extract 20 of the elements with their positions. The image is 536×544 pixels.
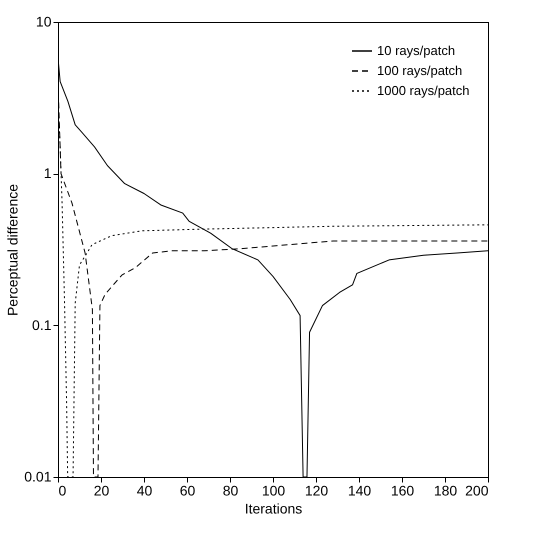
legend-label: 10 rays/patch [377, 43, 456, 58]
x-tick-label: 200 [465, 482, 489, 498]
x-tick-label: 20 [94, 482, 110, 498]
x-tick-label: 80 [222, 482, 238, 498]
y-tick-label: 1 [44, 165, 52, 182]
x-tick-label: 100 [262, 482, 286, 498]
x-tick-label: 160 [390, 482, 414, 498]
x-tick-label: 120 [304, 482, 328, 498]
legend-label: 1000 rays/patch [377, 83, 470, 98]
x-tick-label: 180 [434, 482, 458, 498]
y-axis-title: Perceptual difference [4, 184, 20, 316]
x-tick-label: 60 [180, 482, 196, 498]
x-axis-title: Iterations [244, 500, 302, 516]
y-tick-label: 0.01 [24, 468, 52, 484]
x-tick-label: 40 [136, 482, 152, 498]
y-tick-label: 10 [36, 14, 52, 30]
legend-label: 100 rays/patch [377, 63, 462, 78]
x-tick-label: 0 [58, 482, 66, 498]
x-tick-label: 140 [348, 482, 372, 498]
y-tick-label: 0.1 [32, 316, 52, 333]
